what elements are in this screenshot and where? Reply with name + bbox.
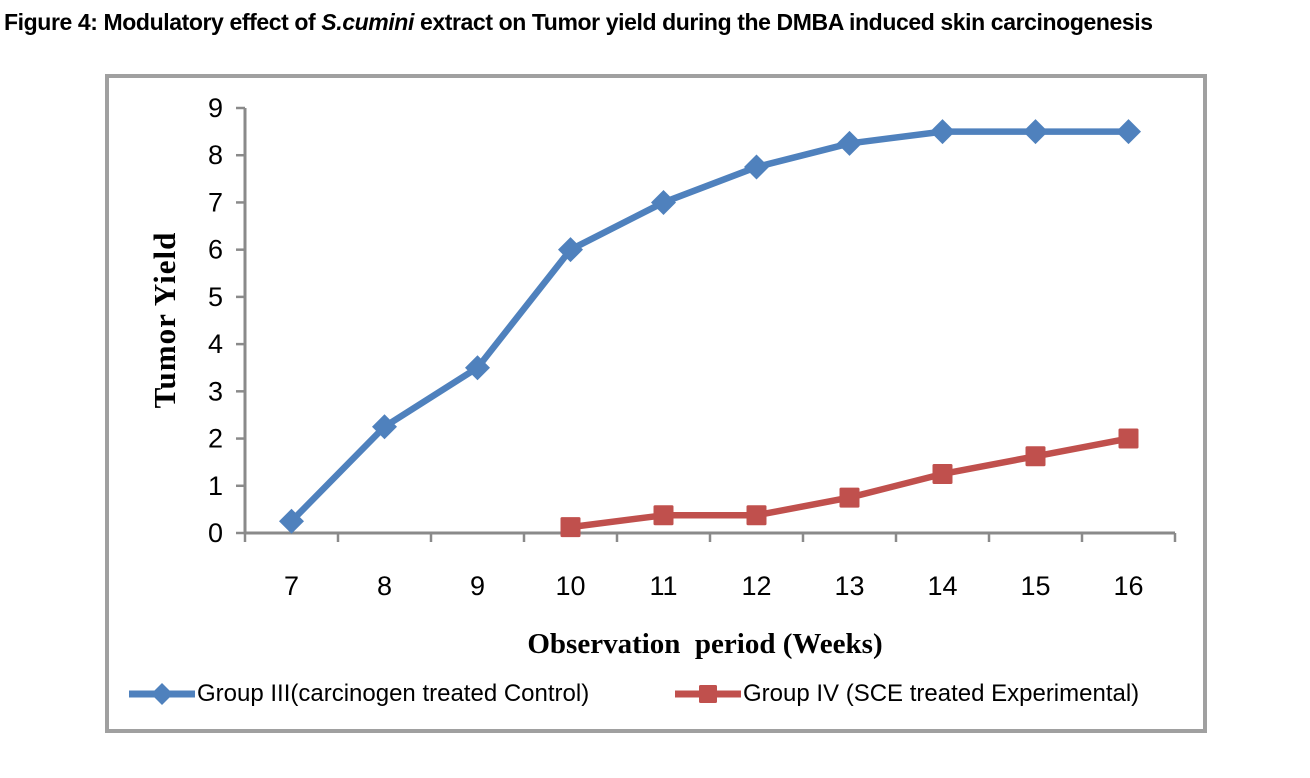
series-1-marker-square	[1025, 446, 1046, 467]
x-tick-label: 10	[555, 571, 585, 601]
legend-item-group-iv: Group IV (SCE treated Experimental)	[675, 678, 1139, 710]
y-tick-label: 5	[208, 282, 223, 312]
y-tick-label: 8	[208, 140, 223, 170]
series-1-marker-square	[839, 487, 860, 508]
x-tick-label: 15	[1020, 571, 1050, 601]
series-0-marker-diamond	[1116, 119, 1141, 145]
chart-frame: 0 1 2 3 4 5 6 7 8 9 7 8 9 10 11 12 13 14 15 16 Tumor Yield …	[105, 74, 1207, 733]
legend-label-group-iii: Group III(carcinogen treated Control)	[197, 680, 590, 707]
legend-square-icon	[699, 685, 717, 703]
species-name-italic: S.cumini	[321, 9, 414, 35]
legend-item-group-iii: Group III(carcinogen treated Control)	[129, 678, 589, 710]
x-axis-title: Observation period (Weeks)	[527, 628, 883, 660]
series-0-marker-diamond	[837, 130, 862, 156]
x-tick-label: 7	[284, 571, 299, 601]
y-tick-label: 0	[208, 518, 223, 548]
x-tick-label: 12	[741, 571, 771, 601]
x-tick-label: 11	[649, 571, 677, 601]
series-1-marker-square	[653, 505, 674, 526]
y-tick-label: 2	[208, 424, 223, 454]
series-0-marker-diamond	[744, 154, 769, 180]
figure-caption-prefix: Figure 4: Modulatory effect of	[4, 9, 322, 35]
legend-key-diamond-icon	[129, 683, 195, 705]
series-0-marker-diamond	[1023, 119, 1048, 145]
series-0-marker-diamond	[372, 414, 397, 440]
x-tick-label: 16	[1113, 571, 1143, 601]
y-tick-label: 9	[208, 93, 223, 123]
legend-key-square-icon	[675, 685, 741, 703]
series-1-marker-square	[746, 505, 767, 526]
series-1-marker-square	[1118, 428, 1139, 449]
legend-diamond-icon	[151, 683, 173, 705]
y-tick-label: 7	[208, 187, 223, 217]
figure-caption: Figure 4: Modulatory effect of S.cumini …	[4, 9, 1306, 36]
y-axis-title: Tumor Yield	[147, 231, 182, 409]
figure-caption-suffix: extract on Tumor yield during the DMBA i…	[413, 9, 1153, 35]
series-0-marker-diamond	[558, 237, 583, 263]
legend-label-group-iv: Group IV (SCE treated Experimental)	[743, 680, 1140, 707]
chart-border	[105, 74, 1207, 733]
x-tick-label: 9	[470, 571, 485, 601]
series-line-0	[288, 128, 1132, 525]
x-tick-label: 8	[377, 571, 392, 601]
series-0-marker-diamond	[279, 508, 304, 534]
y-tick-label: 4	[208, 329, 223, 359]
series-0-marker-diamond	[651, 189, 676, 215]
series-0-marker-diamond	[930, 119, 955, 145]
series-1-marker-square	[560, 517, 581, 538]
y-tick-label: 6	[208, 235, 223, 265]
series-1-marker-square	[932, 463, 953, 484]
y-tick-label: 1	[208, 471, 223, 501]
y-tick-label: 3	[208, 376, 223, 406]
x-tick-label: 14	[927, 571, 957, 601]
chart-legend: Group III(carcinogen treated Control) Gr…	[105, 678, 1207, 710]
series-0-marker-diamond	[465, 355, 490, 381]
x-tick-label: 13	[834, 571, 864, 601]
